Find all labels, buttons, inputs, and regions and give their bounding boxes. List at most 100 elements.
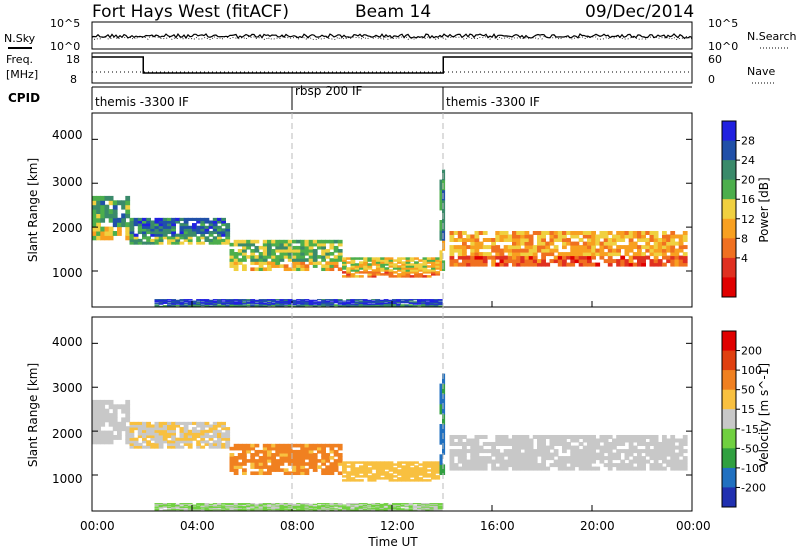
velocity-cell — [225, 437, 231, 441]
power-cell — [578, 259, 584, 264]
velocity-cell — [175, 421, 181, 425]
power-cell — [325, 304, 331, 306]
velocity-cell — [154, 445, 160, 449]
velocity-cell — [183, 509, 189, 511]
velocity-cell — [171, 429, 176, 433]
power-cell — [154, 238, 160, 242]
velocity-cell — [304, 504, 310, 506]
power-cell — [254, 305, 260, 307]
velocity-cell — [329, 505, 335, 507]
power-cell — [670, 255, 676, 260]
velocity-cell — [414, 471, 419, 474]
velocity-cell — [212, 445, 218, 449]
power-cell — [175, 301, 181, 303]
power-cell — [342, 305, 347, 307]
power-cell — [304, 258, 310, 262]
power-cell — [414, 257, 419, 260]
velocity-cell — [487, 441, 492, 446]
power-cell — [96, 231, 101, 236]
velocity-cell — [254, 459, 260, 463]
velocity-cell — [221, 432, 226, 436]
velocity-cell — [350, 505, 356, 507]
power-cell — [358, 305, 364, 307]
velocity-cell — [375, 473, 381, 476]
power-cell — [204, 305, 210, 307]
colorbar-segment — [722, 428, 736, 449]
velocity-cell — [217, 429, 222, 433]
power-cell — [142, 236, 147, 240]
power-cell — [549, 259, 555, 264]
power-cell — [439, 189, 443, 201]
power-cell — [237, 242, 243, 247]
velocity-cell — [258, 456, 264, 460]
velocity-cell — [346, 507, 351, 509]
power-cell — [196, 301, 201, 303]
power-cell — [346, 275, 351, 278]
velocity-cell — [418, 473, 424, 476]
velocity-cell — [283, 503, 289, 505]
nave-tick-bottom: 0 — [708, 73, 715, 86]
power-cell — [329, 264, 335, 268]
velocity-cell — [412, 506, 418, 508]
power-cell — [246, 239, 251, 244]
power-cell — [129, 241, 135, 245]
power-cell — [457, 237, 463, 242]
velocity-cell — [541, 456, 546, 461]
power-cell — [662, 241, 667, 246]
velocity-cell — [405, 471, 411, 474]
power-cell — [429, 303, 435, 305]
velocity-cell — [179, 440, 185, 444]
power-cell — [350, 273, 356, 276]
velocity-cell — [662, 456, 667, 461]
velocity-cell — [104, 430, 110, 436]
velocity-cell — [137, 434, 143, 439]
power-cell — [603, 234, 609, 239]
velocity-cell — [117, 404, 122, 410]
power-cell — [637, 248, 642, 253]
power-cell — [217, 241, 222, 245]
power-cell — [495, 234, 501, 239]
velocity-cell — [474, 463, 480, 468]
power-cell — [582, 252, 588, 257]
power-cell — [482, 245, 488, 250]
velocity-cell — [375, 506, 381, 508]
power-cell — [117, 217, 122, 223]
velocity-cell — [192, 437, 197, 441]
velocity-cell — [425, 506, 431, 508]
velocity-cell — [179, 434, 185, 439]
velocity-cell — [674, 445, 680, 450]
power-cell — [342, 265, 347, 268]
velocity-cell — [537, 438, 542, 443]
power-cell — [158, 305, 164, 307]
velocity-cell — [439, 454, 443, 465]
power-cell — [541, 241, 546, 246]
velocity-cell — [649, 441, 655, 446]
velocity-cell — [92, 408, 97, 414]
velocity-cell — [426, 463, 432, 466]
power-cell — [375, 265, 381, 268]
velocity-cell — [292, 504, 297, 506]
velocity-cell — [375, 471, 381, 474]
power-cell — [317, 302, 322, 304]
velocity-cell — [304, 443, 310, 448]
velocity-cell — [495, 466, 501, 471]
velocity-cell — [425, 503, 431, 505]
power-cell — [528, 252, 534, 257]
velocity-cell — [162, 503, 168, 505]
velocity-cell — [158, 509, 164, 511]
velocity-cell — [591, 445, 596, 450]
velocity-cell — [283, 504, 289, 506]
velocity-cell — [457, 459, 463, 464]
power-cell — [342, 302, 347, 304]
velocity-cell — [409, 461, 415, 464]
velocity-cell — [158, 503, 164, 505]
velocity-cell — [578, 452, 584, 457]
power-cell — [208, 241, 214, 245]
power-cell — [562, 255, 567, 260]
power-cell — [246, 305, 251, 307]
power-cell — [225, 236, 231, 240]
power-cell — [384, 273, 390, 276]
velocity-cell — [329, 446, 335, 451]
velocity-cell — [246, 506, 251, 508]
power-cell — [470, 252, 476, 257]
